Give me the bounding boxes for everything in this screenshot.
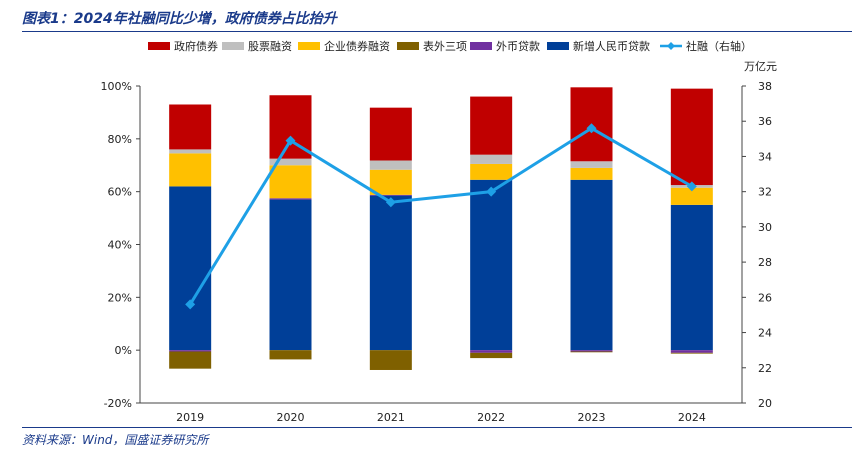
bar-segment	[369, 107, 412, 161]
footer-rule	[22, 427, 852, 428]
right-tick-label: 22	[758, 362, 772, 375]
left-tick-label: 60%	[108, 186, 132, 199]
bar-segment	[169, 149, 212, 154]
category-label: 2024	[678, 411, 706, 424]
bar-segment	[670, 352, 713, 354]
legend-swatch	[222, 42, 244, 50]
legend-label: 社融（右轴）	[686, 39, 752, 53]
bar-segment	[269, 199, 312, 351]
source-note: 资料来源：Wind，国盛证券研究所	[22, 433, 209, 447]
category-label: 2019	[176, 411, 204, 424]
left-tick-label: -20%	[104, 397, 132, 410]
chart-title: 图表1：2024年社融同比少增，政府债券占比抬升	[22, 11, 337, 27]
bar-segment	[670, 350, 713, 353]
right-tick-label: 24	[758, 327, 772, 340]
bar-segment	[269, 198, 312, 200]
bar-segment	[570, 179, 613, 351]
bar-segment	[470, 96, 513, 155]
bar-segment	[470, 179, 513, 351]
legend-swatch	[298, 42, 320, 50]
bar-segment	[269, 158, 312, 166]
right-tick-label: 26	[758, 291, 772, 304]
bar-segment	[169, 153, 212, 187]
bar-segment	[470, 154, 513, 164]
line-point	[185, 299, 196, 310]
social-financing-line	[188, 126, 693, 306]
bar-segment	[169, 350, 212, 352]
bar-segment	[169, 186, 212, 351]
right-tick-label: 32	[758, 186, 772, 199]
legend-label: 政府债券	[174, 39, 218, 53]
category-label: 2023	[578, 411, 606, 424]
left-tick-label: 20%	[108, 291, 132, 304]
bar-segment	[470, 163, 513, 180]
line-point	[586, 123, 597, 134]
line-point	[285, 135, 296, 146]
bar-segment	[570, 161, 613, 168]
title-rule	[22, 31, 852, 32]
bar-segment	[670, 204, 713, 351]
bar-segment	[470, 350, 513, 353]
line-point	[686, 181, 697, 192]
bar-segment	[670, 187, 713, 205]
line-point	[385, 197, 396, 208]
category-label: 2021	[377, 411, 405, 424]
line-point	[486, 186, 497, 197]
bar-segment	[269, 350, 312, 360]
legend-swatch	[547, 42, 569, 50]
legend-swatch	[470, 42, 492, 50]
bar-segment	[169, 104, 212, 150]
bar-segment	[369, 169, 412, 195]
legend-label: 新增人民币贷款	[573, 39, 650, 53]
bar-segment	[369, 195, 412, 351]
legend-line-marker	[667, 42, 675, 50]
right-tick-label: 38	[758, 80, 772, 93]
bar-segment	[369, 194, 412, 196]
bar-segment	[369, 350, 412, 370]
bar-segment	[369, 160, 412, 170]
left-tick-label: 80%	[108, 133, 132, 146]
left-tick-label: 0%	[115, 344, 132, 357]
right-tick-label: 28	[758, 256, 772, 269]
right-tick-label: 20	[758, 397, 772, 410]
bar-segment	[470, 352, 513, 359]
left-tick-label: 100%	[101, 80, 132, 93]
right-axis-unit: 万亿元	[744, 60, 777, 73]
right-tick-label: 34	[758, 150, 772, 163]
category-label: 2022	[477, 411, 505, 424]
category-label: 2020	[277, 411, 305, 424]
legend-label: 表外三项	[423, 39, 467, 53]
right-tick-label: 30	[758, 221, 772, 234]
bar-segment	[570, 350, 613, 352]
legend-label: 外币贷款	[496, 39, 540, 53]
bar-segment	[570, 351, 613, 353]
bar-segment	[269, 165, 312, 199]
legend-label: 股票融资	[248, 40, 292, 53]
bar-segment	[169, 351, 212, 369]
legend-swatch	[397, 42, 419, 50]
legend-swatch	[148, 42, 170, 50]
bar-segment	[670, 88, 713, 186]
bar-segment	[570, 167, 613, 180]
right-tick-label: 36	[758, 115, 772, 128]
legend-label: 企业债券融资	[324, 39, 390, 53]
left-tick-label: 40%	[108, 239, 132, 252]
